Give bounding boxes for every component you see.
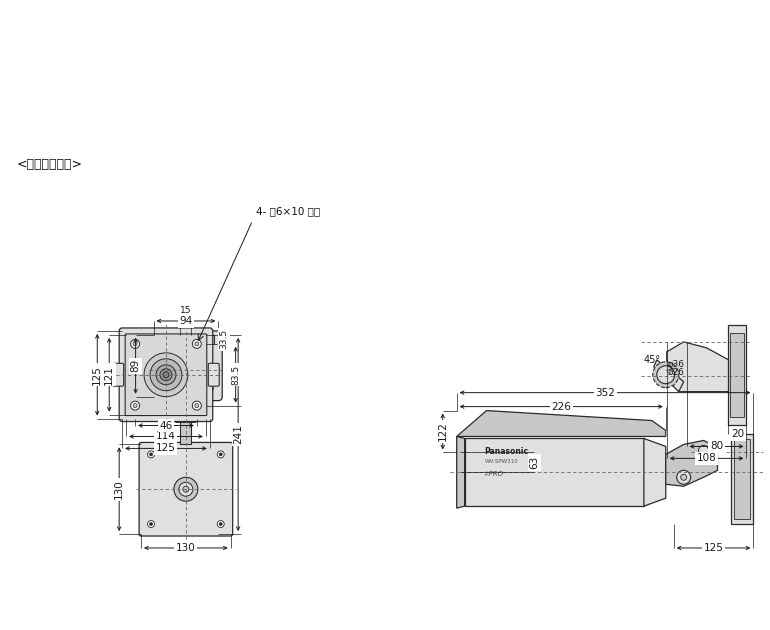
Circle shape xyxy=(133,342,137,346)
Circle shape xyxy=(195,404,199,408)
Text: ø36: ø36 xyxy=(668,360,685,369)
Text: 125: 125 xyxy=(704,543,724,553)
Text: i-PRO: i-PRO xyxy=(484,471,504,478)
Circle shape xyxy=(179,336,184,341)
Bar xyxy=(731,333,745,416)
Circle shape xyxy=(159,386,165,392)
Text: 125: 125 xyxy=(92,365,102,385)
Circle shape xyxy=(160,369,172,381)
Text: 114: 114 xyxy=(156,432,176,442)
Text: 352: 352 xyxy=(595,387,615,398)
Circle shape xyxy=(681,474,687,480)
Circle shape xyxy=(179,482,192,496)
Text: 20: 20 xyxy=(731,430,744,440)
Circle shape xyxy=(192,340,201,348)
Circle shape xyxy=(169,336,174,341)
Circle shape xyxy=(150,359,182,391)
Text: 45°: 45° xyxy=(644,355,661,365)
Circle shape xyxy=(657,366,675,384)
Bar xyxy=(732,435,753,524)
Text: Panasonic: Panasonic xyxy=(484,447,529,456)
Text: 63: 63 xyxy=(529,455,539,469)
Polygon shape xyxy=(667,342,728,392)
Bar xyxy=(735,440,751,519)
Text: 108: 108 xyxy=(697,454,716,464)
Circle shape xyxy=(131,340,139,348)
Text: 130: 130 xyxy=(114,479,124,499)
Bar xyxy=(158,335,214,344)
FancyBboxPatch shape xyxy=(126,334,207,416)
Text: 83.5: 83.5 xyxy=(231,365,240,385)
Circle shape xyxy=(149,522,152,525)
Text: 94: 94 xyxy=(179,316,192,326)
Circle shape xyxy=(653,362,678,387)
Circle shape xyxy=(192,401,201,410)
FancyBboxPatch shape xyxy=(175,409,197,423)
Circle shape xyxy=(131,401,139,410)
Text: 33.5: 33.5 xyxy=(219,329,228,350)
Circle shape xyxy=(180,364,192,375)
Text: <カメラ取付台>: <カメラ取付台> xyxy=(17,158,82,171)
Circle shape xyxy=(195,342,199,346)
Polygon shape xyxy=(654,360,684,392)
Circle shape xyxy=(148,451,155,458)
Bar xyxy=(180,416,192,444)
Circle shape xyxy=(677,471,691,484)
Circle shape xyxy=(156,365,176,385)
Circle shape xyxy=(163,347,209,392)
Text: ø26: ø26 xyxy=(668,368,685,377)
Bar xyxy=(464,438,644,506)
Circle shape xyxy=(174,358,198,382)
Circle shape xyxy=(189,336,194,341)
Circle shape xyxy=(207,386,213,392)
Text: 15: 15 xyxy=(180,306,192,314)
Text: WV-SPW310: WV-SPW310 xyxy=(484,459,518,464)
Circle shape xyxy=(219,453,223,456)
Polygon shape xyxy=(457,411,666,437)
Text: 122: 122 xyxy=(437,421,447,442)
Circle shape xyxy=(168,352,204,387)
Circle shape xyxy=(159,336,164,341)
FancyBboxPatch shape xyxy=(112,364,124,386)
Text: 121: 121 xyxy=(104,365,114,385)
Text: 46: 46 xyxy=(159,420,172,430)
Text: 130: 130 xyxy=(176,543,196,553)
FancyBboxPatch shape xyxy=(139,442,233,536)
Text: 226: 226 xyxy=(551,401,571,411)
Polygon shape xyxy=(644,438,666,506)
Polygon shape xyxy=(666,440,718,486)
Circle shape xyxy=(217,520,224,527)
Circle shape xyxy=(219,522,223,525)
Text: 4- 幅6×10 長穴: 4- 幅6×10 長穴 xyxy=(256,207,320,217)
FancyBboxPatch shape xyxy=(149,331,223,401)
Circle shape xyxy=(217,451,224,458)
FancyBboxPatch shape xyxy=(119,328,213,421)
Circle shape xyxy=(149,453,152,456)
Text: 125: 125 xyxy=(156,444,176,454)
FancyBboxPatch shape xyxy=(208,364,219,386)
Circle shape xyxy=(133,404,137,408)
Bar xyxy=(728,325,746,425)
Circle shape xyxy=(183,486,189,492)
Text: 241: 241 xyxy=(233,425,243,444)
Polygon shape xyxy=(457,437,464,508)
Circle shape xyxy=(698,445,708,455)
Text: 80: 80 xyxy=(710,442,723,452)
Circle shape xyxy=(174,478,198,501)
Circle shape xyxy=(199,336,204,341)
Circle shape xyxy=(144,353,188,397)
Text: 89: 89 xyxy=(131,359,141,372)
Circle shape xyxy=(148,520,155,527)
Circle shape xyxy=(163,372,169,378)
